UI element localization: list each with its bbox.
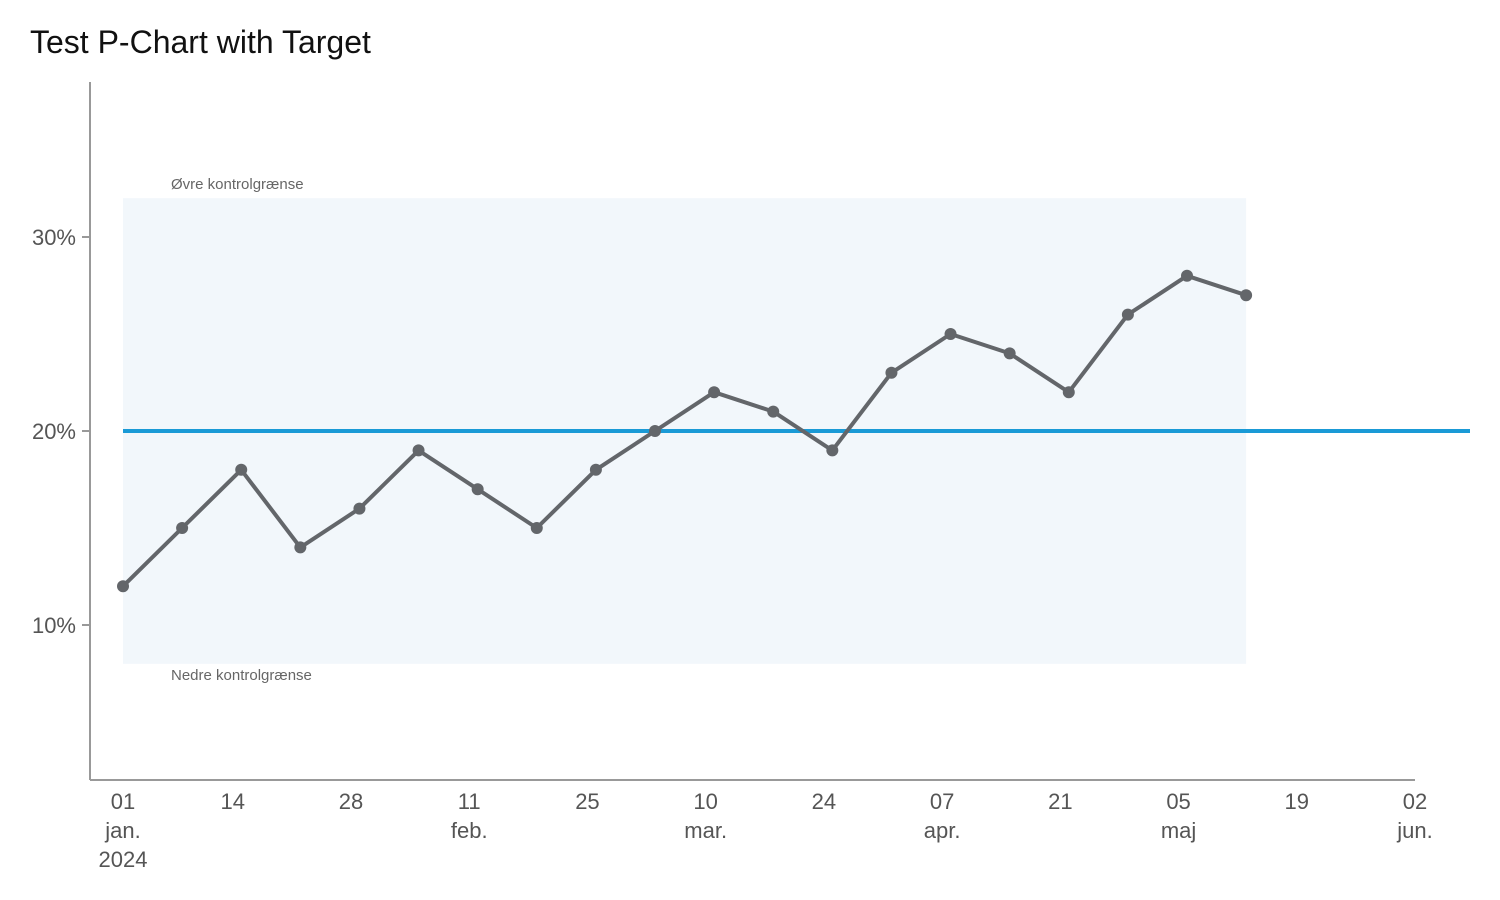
x-tick-label: 28 bbox=[339, 789, 363, 814]
axes-layer bbox=[82, 82, 1415, 781]
data-point bbox=[530, 522, 543, 534]
x-tick-year-label: 2024 bbox=[99, 847, 148, 872]
chart-title: Test P-Chart with Target bbox=[30, 24, 371, 60]
x-tick-month-label: apr. bbox=[924, 818, 961, 843]
data-point bbox=[589, 463, 602, 476]
x-tick-month-label: jan. bbox=[104, 818, 140, 843]
upper-control-limit-label: Øvre kontrolgrænse bbox=[171, 176, 304, 193]
x-tick-month-label: feb. bbox=[451, 818, 488, 843]
data-point bbox=[353, 502, 366, 515]
data-point bbox=[471, 483, 484, 496]
lower-control-limit-label: Nedre kontrolgrænse bbox=[171, 667, 312, 684]
x-tick-label: 10 bbox=[693, 789, 717, 814]
x-tick-label: 25 bbox=[575, 789, 599, 814]
x-tick-label: 07 bbox=[930, 789, 954, 814]
x-tick-label: 19 bbox=[1285, 789, 1309, 814]
data-point bbox=[1003, 347, 1016, 360]
x-tick-month-label: mar. bbox=[684, 818, 727, 843]
data-point bbox=[176, 522, 189, 534]
labels-layer: 10% 20% 30% 01 jan. 2024 14 28 11 feb. 25 10 mar. 24 0… bbox=[32, 225, 1433, 872]
x-tick-label: 24 bbox=[812, 789, 836, 814]
data-point bbox=[708, 386, 721, 399]
data-point bbox=[944, 328, 957, 340]
data-point bbox=[1062, 386, 1075, 399]
data-point bbox=[412, 444, 425, 457]
data-point bbox=[1181, 269, 1193, 282]
data-point bbox=[885, 366, 898, 379]
series-layer bbox=[117, 269, 1253, 593]
x-tick-month-label: maj bbox=[1161, 818, 1196, 843]
data-point bbox=[294, 541, 307, 554]
y-tick-label: 30% bbox=[32, 225, 76, 250]
x-tick-month-label: jun. bbox=[1396, 818, 1432, 843]
y-tick-label: 10% bbox=[32, 613, 76, 638]
data-point bbox=[1121, 308, 1134, 321]
x-tick-label: 02 bbox=[1403, 789, 1427, 814]
x-tick-label: 11 bbox=[458, 789, 481, 814]
x-tick-label: 05 bbox=[1166, 789, 1190, 814]
x-tick-label: 14 bbox=[221, 789, 245, 814]
x-tick-label: 01 bbox=[111, 789, 135, 814]
data-point bbox=[767, 405, 780, 418]
series-line bbox=[121, 273, 1247, 588]
data-point bbox=[826, 444, 839, 457]
data-point bbox=[117, 580, 129, 593]
data-point bbox=[649, 425, 661, 437]
x-tick-label: 21 bbox=[1048, 789, 1072, 814]
y-tick-label: 20% bbox=[32, 419, 76, 444]
data-point bbox=[1240, 289, 1253, 302]
data-point bbox=[235, 463, 248, 476]
